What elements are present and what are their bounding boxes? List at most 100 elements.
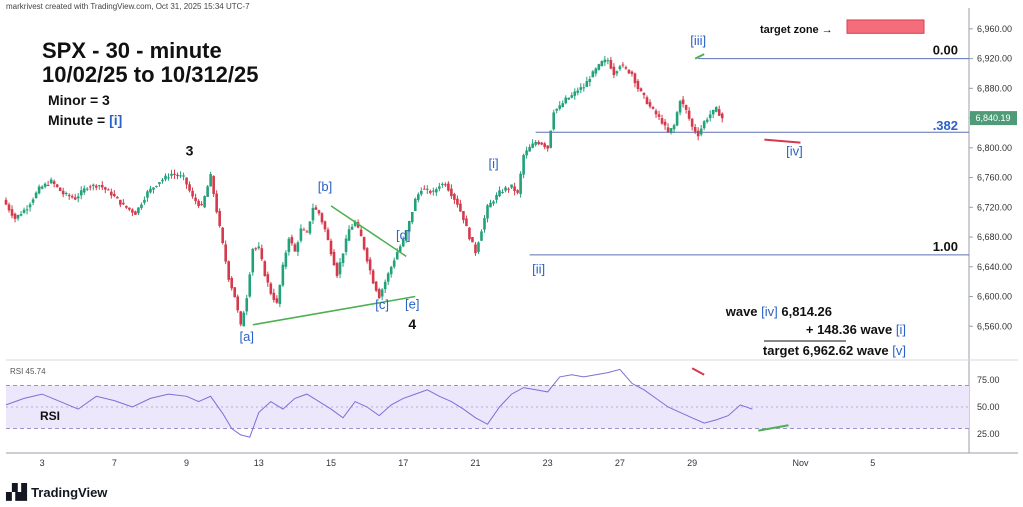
candle-body [284, 252, 288, 267]
candle-body [576, 90, 580, 93]
last-price-label: 6,840.19 [975, 113, 1010, 123]
last-price-tag [970, 111, 1017, 126]
candle-body [552, 112, 556, 130]
price-tick-label: 6,680.00 [977, 232, 1012, 242]
candle-body [4, 199, 8, 205]
candle-body [459, 203, 462, 212]
candle-body [302, 229, 306, 231]
candle-body [374, 281, 378, 291]
candle-body [543, 143, 546, 148]
candle-body [383, 281, 387, 290]
candle-body [200, 204, 203, 206]
candle-body [88, 186, 92, 188]
time-tick-label: 23 [543, 458, 553, 468]
candle-body [609, 60, 613, 69]
candle-body [257, 246, 261, 249]
candle-body [423, 188, 426, 190]
candle-body [416, 194, 420, 200]
candle-body [486, 205, 489, 219]
candle-body [164, 175, 167, 180]
candle-body [588, 78, 592, 83]
candle-body [534, 142, 537, 145]
candle-body [438, 186, 441, 189]
price-tick-label: 6,920.00 [977, 54, 1012, 64]
candle-body [477, 242, 480, 252]
time-tick-label: 13 [254, 458, 264, 468]
candle-body [287, 238, 291, 252]
candle-body [146, 191, 149, 198]
candle-body [606, 60, 610, 62]
candle-body [338, 262, 342, 275]
candle-body [314, 207, 318, 210]
candle-body [702, 121, 706, 129]
candle-body [194, 197, 197, 202]
candle-body [651, 106, 655, 109]
candle-body [663, 121, 667, 126]
candle-body [296, 242, 300, 252]
candle-body [444, 184, 447, 186]
triangle-upper-line [330, 205, 407, 257]
wave-label: [d] [396, 227, 410, 242]
candle-body [450, 188, 453, 197]
candle-body [465, 218, 468, 227]
candle-body [600, 60, 604, 67]
candle-body [624, 67, 628, 69]
wave-label: 4 [408, 316, 416, 332]
candle-body [188, 184, 191, 191]
candle-body [55, 184, 59, 187]
candle-body [516, 190, 519, 193]
candle-body [687, 110, 691, 119]
wave-label: 3 [186, 142, 194, 158]
candle-body [245, 298, 249, 312]
candle-body [561, 103, 565, 107]
candle-body [40, 186, 44, 189]
candle-body [239, 311, 243, 325]
candle-body [61, 190, 65, 195]
minute-value: [i] [109, 112, 123, 128]
candle-body [58, 187, 62, 191]
candle-body [350, 226, 354, 230]
candle-body [359, 229, 363, 237]
candle-body [155, 185, 158, 187]
candle-body [197, 200, 200, 207]
candle-body [212, 176, 215, 195]
wave-label: [iv] [786, 143, 803, 158]
candle-body [362, 237, 366, 250]
candle-body [170, 173, 173, 176]
candle-body [7, 204, 11, 211]
candle-body [347, 229, 351, 241]
candle-body [380, 289, 384, 297]
candle-body [432, 190, 435, 192]
wave-label: [c] [375, 297, 389, 312]
wave-label: [b] [318, 179, 332, 194]
candle-body [398, 246, 402, 252]
candle-body [513, 186, 516, 192]
candle-body [567, 97, 571, 100]
time-tick-label: 29 [687, 458, 697, 468]
candle-body [19, 214, 23, 216]
candle-body [260, 248, 264, 260]
fib-level-label: .382 [933, 118, 958, 133]
rsi-tick-label: 75.00 [977, 375, 1000, 385]
time-tick-label: 7 [112, 458, 117, 468]
candle-body [209, 174, 212, 187]
candle-body [254, 248, 258, 250]
candle-body [468, 227, 471, 240]
candle-body [341, 253, 345, 264]
candle-body [290, 237, 294, 244]
candle-body [116, 196, 119, 199]
candle-body [413, 198, 417, 212]
chart-date-range: 10/02/25 to 10/312/25 [42, 62, 259, 87]
candle-body [585, 81, 589, 87]
tradingview-logo[interactable]: ▞▟ TradingView [6, 483, 107, 501]
candle-body [218, 211, 221, 226]
candle-body [720, 113, 724, 119]
candle-body [91, 184, 95, 187]
wave-label: [a] [240, 329, 254, 344]
chart-credit: markrivest created with TradingView.com,… [6, 2, 250, 11]
candle-body [104, 187, 107, 190]
candle-body [179, 175, 182, 177]
candle-body [474, 244, 477, 254]
time-tick-label: 5 [870, 458, 875, 468]
